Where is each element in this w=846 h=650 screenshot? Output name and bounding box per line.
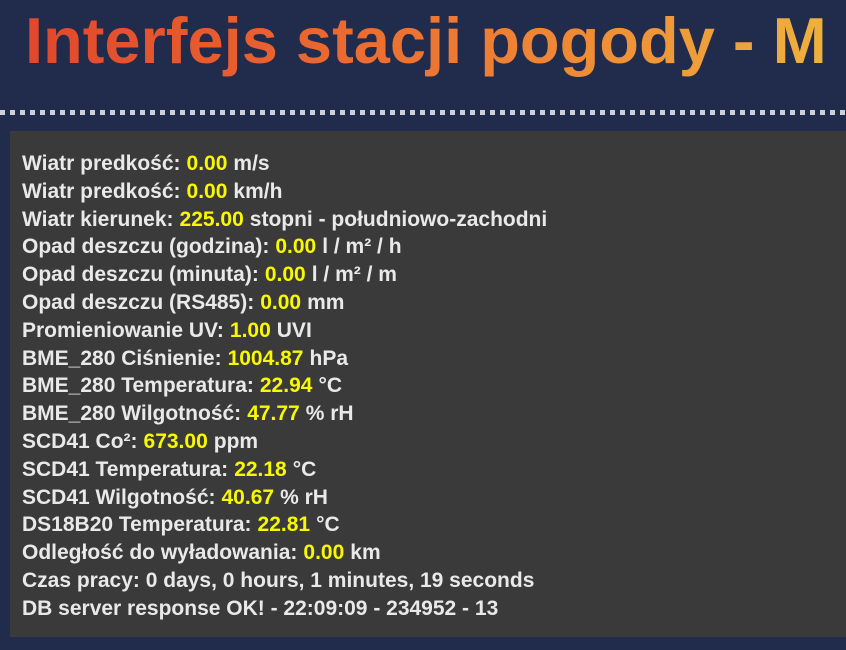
reading-label: BME_280 Temperatura: xyxy=(22,374,254,398)
dotted-separator xyxy=(0,110,846,115)
reading-value: 22.94 xyxy=(259,374,313,398)
reading-scd41-temperature: SCD41 Temperatura: 22.18 °C xyxy=(22,456,846,484)
reading-value: 0.00 xyxy=(186,179,228,203)
reading-label: Wiatr kierunek: xyxy=(22,207,174,231)
reading-label: SCD41 Temperatura: xyxy=(22,457,229,481)
reading-rain-rs485: Opad deszczu (RS485): 0.00 mm xyxy=(22,289,846,317)
reading-bme280-pressure: BME_280 Ciśnienie: 1004.87 hPa xyxy=(22,345,846,373)
reading-unit: km/h xyxy=(233,179,283,203)
reading-value: 0.00 xyxy=(264,263,306,287)
page-title: Interfejs stacji pogody - M xyxy=(0,0,846,80)
reading-value: 225.00 xyxy=(179,207,244,231)
reading-label: SCD41 Wilgotność: xyxy=(22,485,216,509)
reading-unit: ppm xyxy=(213,429,259,453)
reading-unit: % rH xyxy=(280,485,328,509)
reading-value: 0.00 xyxy=(275,235,317,259)
reading-value: 0.00 xyxy=(186,152,228,175)
reading-bme280-humidity: BME_280 Wilgotność: 47.77% rH xyxy=(22,400,846,428)
reading-db-server-response: DB server response OK! - 22:09:09 - 2349… xyxy=(22,595,846,623)
reading-wind-speed-kmh: Wiatr predkość: 0.00 km/h xyxy=(22,178,846,206)
reading-label: DB server response OK! - 22:09:09 - 2349… xyxy=(22,596,499,620)
reading-value: 0.00 xyxy=(260,290,302,314)
reading-label: Opad deszczu (RS485): xyxy=(22,290,255,314)
reading-bme280-temperature: BME_280 Temperatura: 22.94 °C xyxy=(22,372,846,400)
reading-value: 22.18 xyxy=(234,457,287,481)
reading-unit: stopni - południowo-zachodni xyxy=(249,207,548,231)
reading-rain-hour: Opad deszczu (godzina): 0.00 l / m² / h xyxy=(22,233,846,261)
reading-label: Wiatr predkość: xyxy=(22,179,181,203)
reading-uv-radiation: Promieniowanie UV: 1.00 UVI xyxy=(22,317,846,345)
reading-rain-minute: Opad deszczu (minuta): 0.00 l / m² / m xyxy=(22,261,846,289)
reading-unit: hPa xyxy=(309,346,349,370)
reading-value: 1004.87 xyxy=(227,346,304,370)
reading-unit: km xyxy=(350,541,381,565)
reading-label: BME_280 Ciśnienie: xyxy=(22,346,222,370)
reading-label: BME_280 Wilgotność: xyxy=(22,402,242,426)
reading-value: 1.00 xyxy=(229,318,271,342)
reading-label: Opad deszczu (minuta): xyxy=(22,263,259,287)
reading-scd41-co2: SCD41 Co²: 673.00 ppm xyxy=(22,428,846,456)
reading-value: 47.77 xyxy=(247,402,300,426)
reading-wind-direction: Wiatr kierunek: 225.00 stopni - południowo… xyxy=(22,206,846,234)
reading-unit: m/s xyxy=(233,152,270,175)
reading-value: 673.00 xyxy=(143,429,208,453)
reading-unit: °C xyxy=(316,513,340,537)
reading-unit: mm xyxy=(307,290,345,314)
reading-label: Wiatr predkość: xyxy=(22,152,181,175)
reading-unit: °C xyxy=(318,374,343,398)
reading-ds18b20-temperature: DS18B20 Temperatura: 22.81 °C xyxy=(22,511,846,539)
reading-unit: % rH xyxy=(305,402,354,426)
reading-label: SCD41 Co²: xyxy=(22,429,138,453)
reading-unit: °C xyxy=(292,457,317,481)
reading-label: Opad deszczu (godzina): xyxy=(22,235,270,259)
reading-unit: UVI xyxy=(276,318,312,342)
reading-unit: l / m² / h xyxy=(322,235,402,259)
reading-label: Czas pracy: 0 days, 0 hours, 1 minutes, … xyxy=(22,568,535,592)
reading-label: Promieniowanie UV: xyxy=(22,318,224,342)
reading-value: 0.00 xyxy=(303,541,345,565)
readings-panel: Wiatr predkość: 0.00 m/s Wiatr predkość: 0.… xyxy=(10,131,846,637)
reading-value: 40.67 xyxy=(221,485,275,509)
reading-scd41-humidity: SCD41 Wilgotność: 40.67% rH xyxy=(22,484,846,512)
reading-label: DS18B20 Temperatura: xyxy=(22,513,252,537)
reading-lightning-distance: Odległość do wyładowania: 0.00 km xyxy=(22,539,846,567)
reading-value: 22.81 xyxy=(257,513,311,537)
reading-unit: l / m² / m xyxy=(311,263,397,287)
reading-wind-speed-ms: Wiatr predkość: 0.00 m/s xyxy=(22,150,846,178)
reading-label: Odległość do wyładowania: xyxy=(22,541,298,565)
reading-uptime: Czas pracy: 0 days, 0 hours, 1 minutes, … xyxy=(22,567,846,595)
